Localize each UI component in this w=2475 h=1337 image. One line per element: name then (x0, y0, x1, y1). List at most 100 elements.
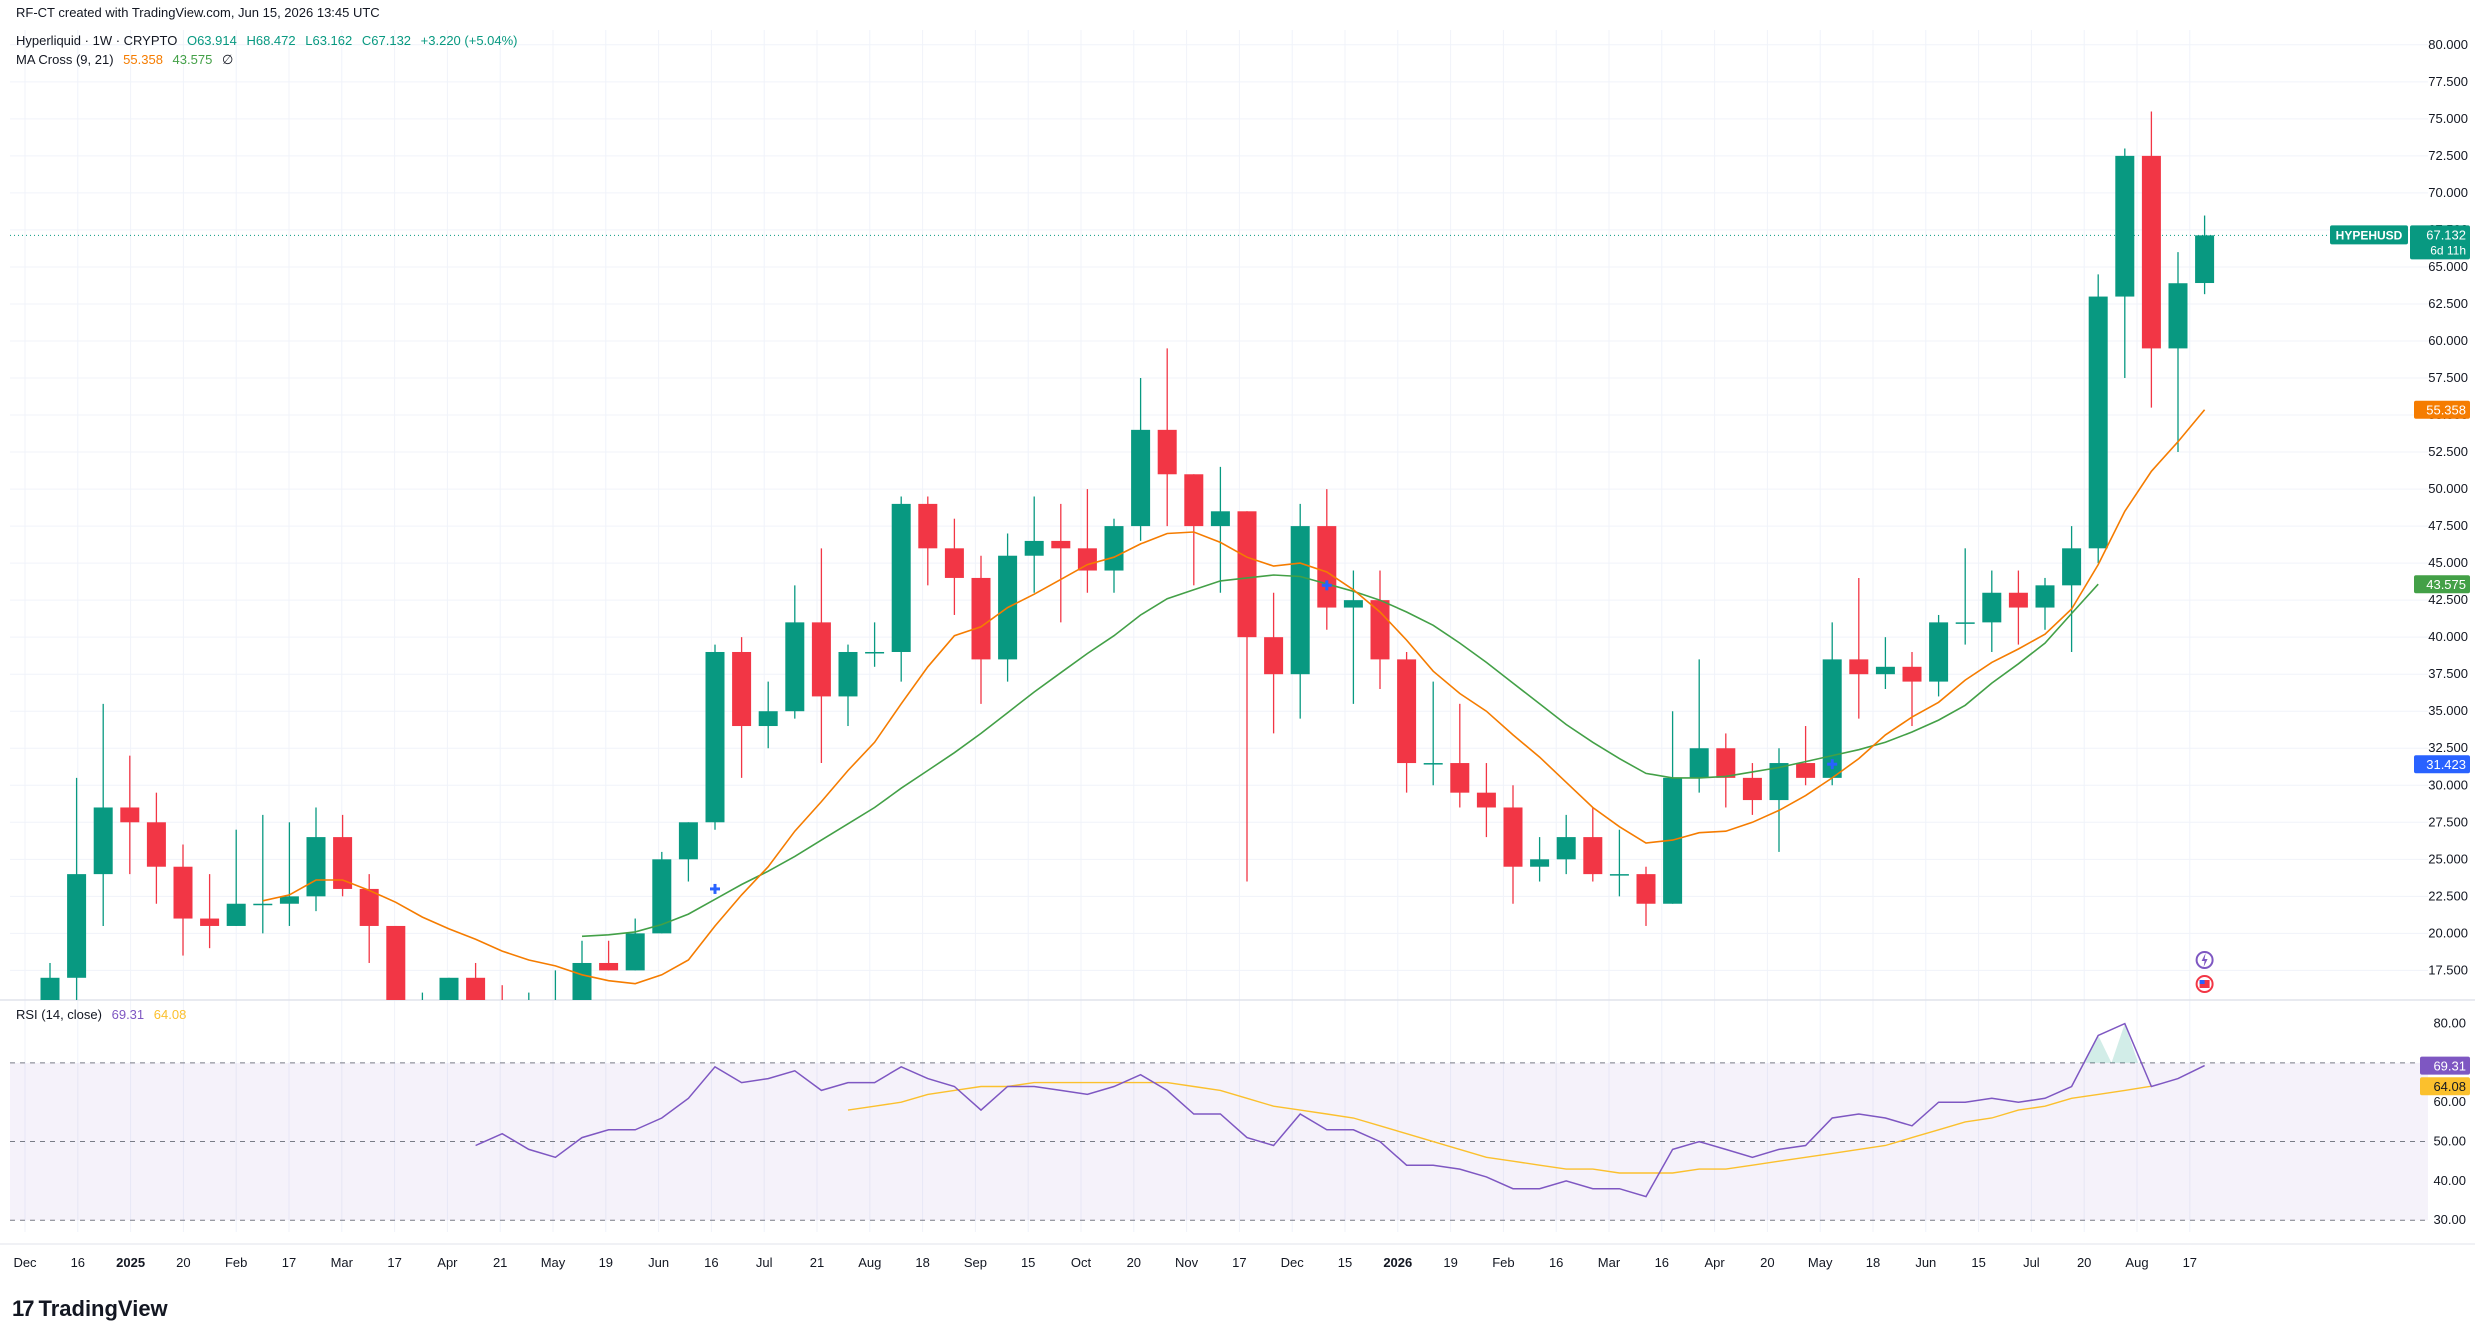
candle[interactable] (1902, 651, 1922, 727)
symbol-legend[interactable]: Hyperliquid · 1W · CRYPTO O63.914 H68.47… (16, 33, 524, 48)
candle[interactable] (811, 548, 831, 764)
candle[interactable] (359, 874, 379, 963)
candle[interactable] (785, 585, 805, 719)
candle[interactable] (1849, 577, 1869, 719)
candle[interactable] (678, 822, 698, 882)
candle[interactable] (572, 940, 592, 1000)
candle[interactable] (306, 807, 326, 912)
candle[interactable] (599, 940, 619, 971)
candle[interactable] (493, 985, 512, 1029)
candle[interactable] (1237, 511, 1257, 882)
candle[interactable] (2062, 526, 2082, 652)
candle[interactable] (1982, 570, 2002, 652)
candle[interactable] (1609, 829, 1629, 897)
candle[interactable] (546, 970, 565, 1022)
candle[interactable] (1955, 548, 1975, 645)
candle[interactable] (173, 844, 193, 956)
candle[interactable] (1689, 659, 1709, 793)
candle[interactable] (1556, 814, 1576, 875)
candle[interactable] (625, 918, 645, 971)
candle[interactable] (1663, 711, 1683, 904)
candle[interactable] (120, 755, 140, 875)
candle[interactable] (2088, 274, 2108, 564)
rsi-tick-label: 40.00 (2433, 1173, 2466, 1188)
candle[interactable] (1184, 474, 1204, 586)
event-flag-icon[interactable] (2195, 975, 2214, 993)
candle[interactable] (891, 496, 911, 682)
candle[interactable] (519, 992, 538, 1030)
candle[interactable] (1370, 570, 1390, 690)
candle[interactable] (971, 555, 991, 704)
candle[interactable] (1264, 592, 1284, 734)
candle[interactable] (1769, 748, 1789, 852)
time-tick-label: 15 (1021, 1255, 1035, 1270)
candle[interactable] (1210, 466, 1230, 593)
ma-fast-line[interactable] (262, 409, 2206, 985)
candle[interactable] (705, 644, 725, 830)
candle[interactable] (1290, 503, 1310, 719)
candle[interactable] (2035, 577, 2055, 630)
candle[interactable] (1397, 651, 1417, 793)
candle[interactable] (1423, 681, 1443, 786)
time-tick-label: Apr (1704, 1255, 1725, 1270)
candle[interactable] (2141, 111, 2161, 408)
tradingview-brand[interactable]: 17 TradingView (12, 1296, 168, 1322)
symbol-name[interactable]: Hyperliquid · 1W · CRYPTO (16, 33, 178, 48)
candle[interactable] (838, 644, 858, 727)
candle[interactable] (253, 814, 273, 934)
candle[interactable] (386, 925, 406, 1037)
candle[interactable] (226, 829, 246, 926)
candle[interactable] (1051, 503, 1071, 623)
candle[interactable] (146, 792, 166, 904)
candle[interactable] (333, 814, 353, 897)
ma-legend[interactable]: MA Cross (9, 21) 55.358 43.575 ∅ (16, 52, 239, 68)
time-axis[interactable]: Dec 16 2025 20 Feb 17 Mar 17 Apr 21 May 19 Jun 16 Jul 2… (13, 1255, 2197, 1270)
candle[interactable] (1796, 726, 1816, 786)
candle[interactable] (40, 962, 60, 1000)
candle[interactable] (1157, 348, 1177, 527)
candle[interactable] (466, 962, 486, 1015)
event-flash-icon[interactable] (2195, 951, 2214, 969)
candle[interactable] (1503, 785, 1523, 904)
candle[interactable] (1343, 570, 1363, 704)
candle[interactable] (865, 622, 885, 667)
candle[interactable] (93, 703, 113, 926)
candle[interactable] (2168, 252, 2188, 453)
price-axis[interactable]: 80.00077.50075.00072.50070.00067.50065.0… (2428, 37, 2468, 978)
candle[interactable] (1024, 496, 1044, 593)
candle[interactable] (200, 874, 220, 949)
ma-slow-line[interactable] (581, 574, 2099, 938)
candle[interactable] (2195, 215, 2215, 295)
candle[interactable] (1716, 733, 1736, 808)
candle[interactable] (1450, 703, 1470, 808)
rsi-line[interactable] (475, 1022, 2205, 1198)
candle[interactable] (2008, 570, 2028, 645)
candle[interactable] (1822, 622, 1842, 786)
candle[interactable] (1077, 489, 1097, 593)
candle[interactable] (1875, 637, 1895, 690)
rsi-ma-line[interactable] (847, 1081, 2152, 1174)
candle[interactable] (944, 518, 964, 615)
candle[interactable] (918, 496, 938, 586)
candle[interactable] (732, 637, 752, 778)
ma-label[interactable]: MA Cross (9, 21) (16, 52, 114, 67)
candle[interactable] (1929, 614, 1949, 697)
candle[interactable] (1104, 518, 1124, 593)
candle[interactable] (1476, 763, 1496, 838)
rsi-pane[interactable] (10, 1023, 2428, 1221)
rsi-legend[interactable]: RSI (14, close) 69.31 64.08 (16, 1007, 192, 1022)
candle[interactable] (1131, 378, 1151, 541)
candle[interactable] (279, 822, 299, 926)
rsi-label[interactable]: RSI (14, close) (16, 1007, 102, 1022)
candle[interactable] (1636, 866, 1656, 926)
candle[interactable] (652, 851, 672, 934)
candle[interactable] (1530, 837, 1550, 882)
candle[interactable] (439, 977, 459, 1022)
candle[interactable] (67, 777, 87, 1000)
candle[interactable] (2115, 148, 2135, 379)
candle[interactable] (1583, 807, 1603, 882)
candle[interactable] (1317, 489, 1337, 630)
candle[interactable] (758, 681, 778, 749)
